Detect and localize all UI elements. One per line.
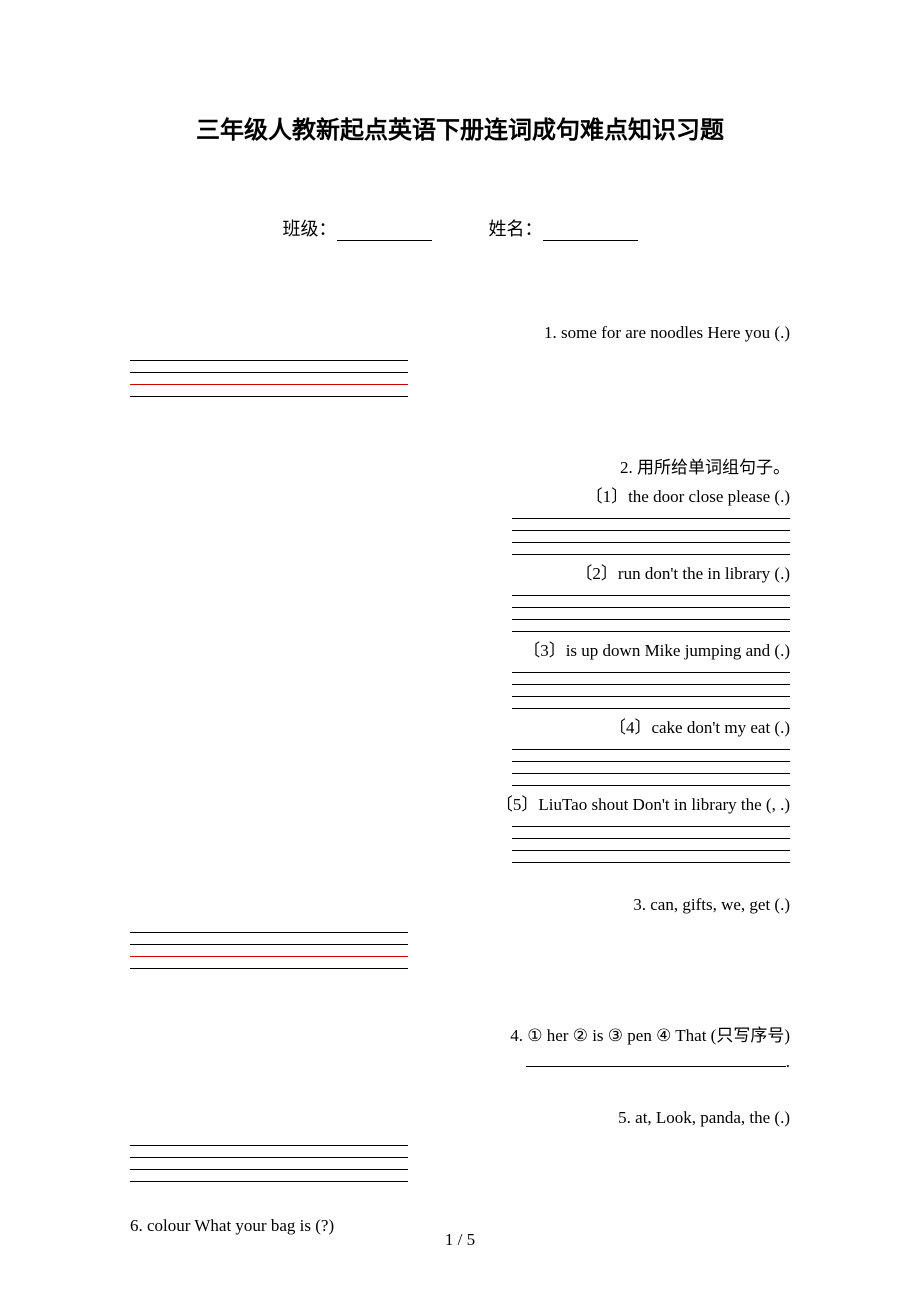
answer-line [512, 521, 790, 531]
question-2-2: 〔2〕run don't the in library (.) [130, 559, 790, 584]
question-2-2-lines [130, 586, 790, 632]
question-2-3-lines [130, 663, 790, 709]
answer-line [130, 935, 408, 945]
answer-line [512, 764, 790, 774]
answer-line [130, 351, 408, 361]
question-2-4-lines [130, 740, 790, 786]
answer-line [130, 375, 408, 385]
answer-line [512, 598, 790, 608]
answer-line [512, 829, 790, 839]
answer-line [512, 545, 790, 555]
question-2-1: 〔1〕the door close please (.) [130, 482, 790, 507]
question-5-answer-lines [130, 1136, 790, 1182]
question-2-4: 〔4〕cake don't my eat (.) [130, 713, 790, 738]
answer-line [512, 586, 790, 596]
answer-line [512, 817, 790, 827]
question-5: 5. at, Look, panda, the (.) [130, 1108, 790, 1128]
answer-line [512, 509, 790, 519]
class-label: 班级： [283, 215, 337, 241]
answer-line [512, 533, 790, 543]
class-blank [337, 223, 432, 241]
question-4: 4. ① her ② is ③ pen ④ That (只写序号) [130, 1021, 790, 1046]
answer-blank [526, 1053, 786, 1067]
question-3-answer-lines [130, 923, 790, 969]
answer-line [130, 947, 408, 957]
question-2-5-lines [130, 817, 790, 863]
answer-line [512, 622, 790, 632]
answer-line [512, 841, 790, 851]
answer-line [512, 740, 790, 750]
answer-line [130, 1160, 408, 1170]
answer-line [512, 752, 790, 762]
answer-line [512, 675, 790, 685]
answer-line [130, 387, 408, 397]
period: . [786, 1052, 790, 1071]
answer-line [130, 923, 408, 933]
answer-line [130, 1136, 408, 1146]
question-1-answer-lines [130, 351, 790, 397]
answer-line [130, 1148, 408, 1158]
question-2-1-lines [130, 509, 790, 555]
question-2-3: 〔3〕is up down Mike jumping and (.) [130, 636, 790, 661]
answer-line [130, 1172, 408, 1182]
question-1: 1. some for are noodles Here you (.) [130, 323, 790, 343]
name-blank [543, 223, 638, 241]
answer-line [512, 610, 790, 620]
answer-line [512, 687, 790, 697]
answer-line [512, 663, 790, 673]
header-fields: 班级： 姓名： [130, 215, 790, 241]
answer-line [512, 699, 790, 709]
question-4-answer: . [130, 1052, 790, 1072]
answer-line [130, 363, 408, 373]
question-3: 3. can, gifts, we, get (.) [130, 895, 790, 915]
answer-line [130, 959, 408, 969]
document-title: 三年级人教新起点英语下册连词成句难点知识习题 [130, 110, 790, 145]
answer-line [512, 853, 790, 863]
page-number: 1 / 5 [0, 1230, 920, 1250]
question-2-5: 〔5〕LiuTao shout Don't in library the (, … [130, 790, 790, 815]
question-2-header: 2. 用所给单词组句子。 [130, 453, 790, 478]
answer-line [512, 776, 790, 786]
name-label: 姓名： [489, 215, 543, 241]
